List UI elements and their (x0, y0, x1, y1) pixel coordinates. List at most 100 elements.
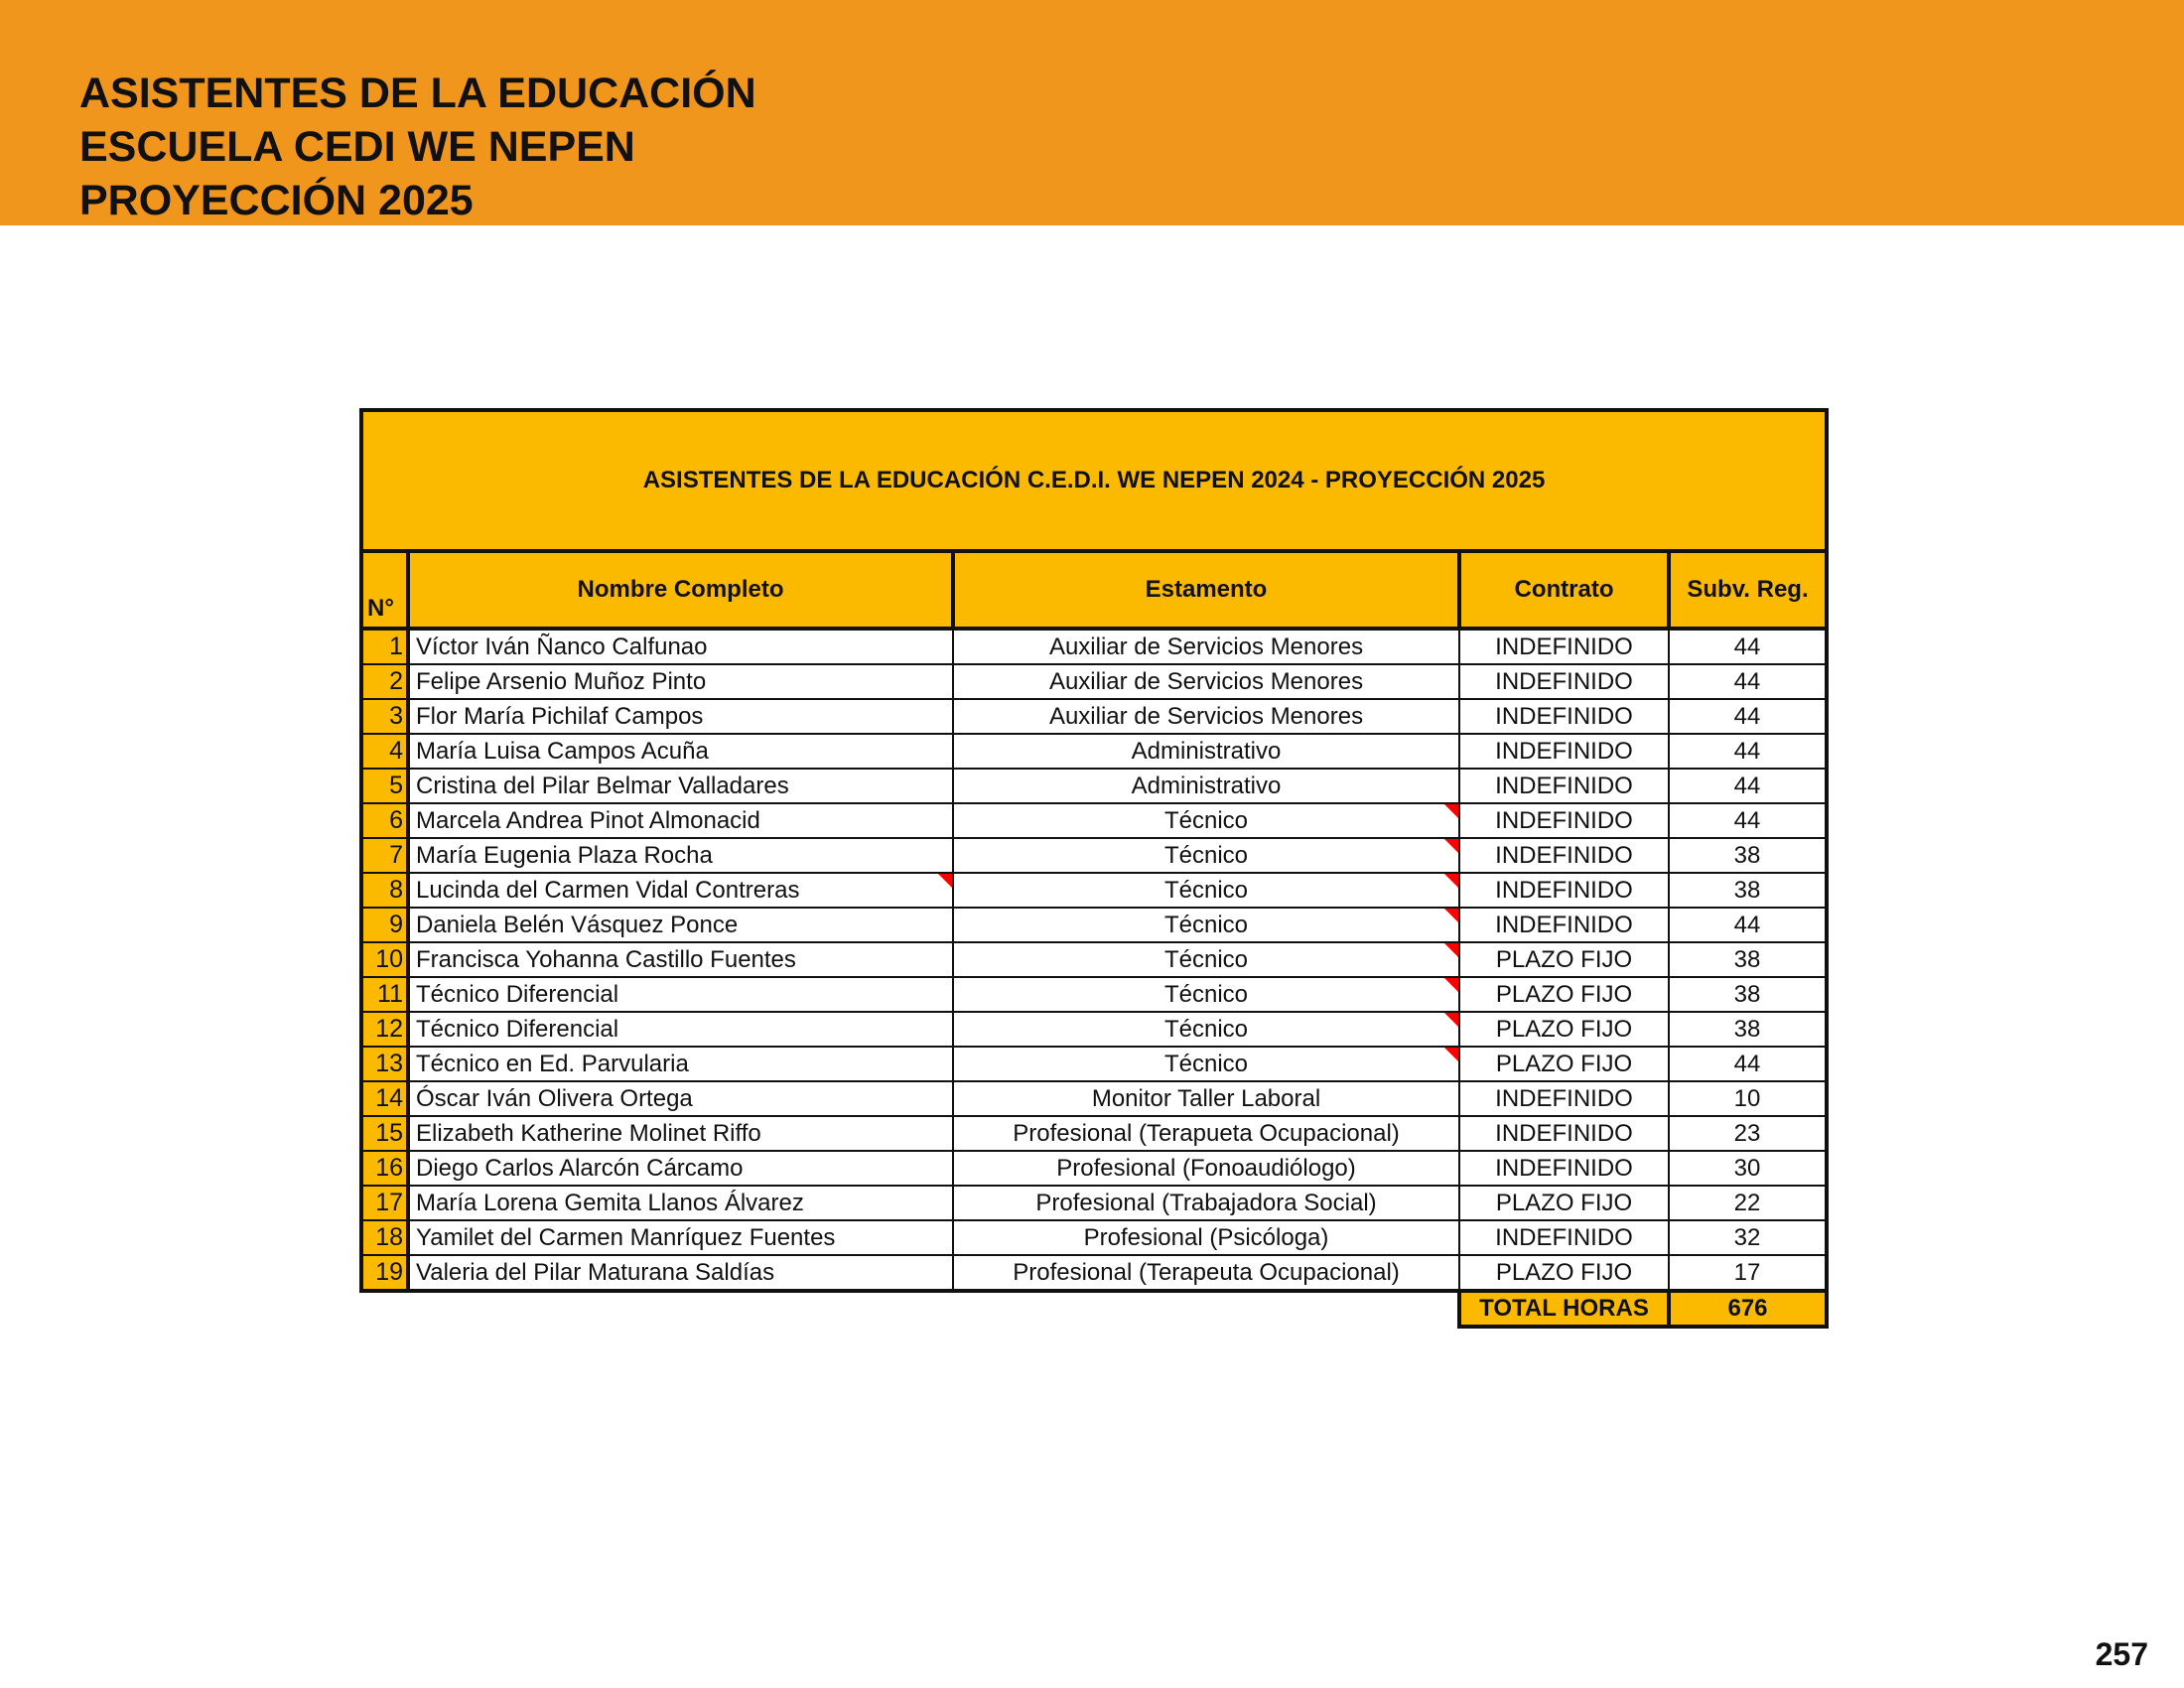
table-row: 4 María Luisa Campos Acuña Administrativo I… (359, 733, 1830, 770)
subv-cell: 38 (1667, 941, 1830, 978)
row-number: 17 (359, 1185, 410, 1221)
col-header-contrato: Contrato (1457, 549, 1671, 631)
table-body: 1 Víctor Iván Ñanco Calfunao Auxiliar de S… (359, 628, 1830, 1293)
header-band: ASISTENTES DE LA EDUCACIÓN ESCUELA CEDI … (0, 0, 2184, 225)
contrato-cell: INDEFINIDO (1458, 698, 1670, 735)
row-number: 16 (359, 1150, 410, 1187)
subv-cell: 32 (1667, 1219, 1830, 1256)
name-cell: Víctor Iván Ñanco Calfunao (407, 628, 954, 665)
estamento-cell: Administrativo (952, 768, 1460, 804)
table-row: 15 Elizabeth Katherine Molinet Riffo Profe… (359, 1115, 1830, 1152)
name-cell: Técnico en Ed. Parvularia (407, 1046, 954, 1082)
page-number: 257 (2095, 1636, 2148, 1672)
estamento-cell: Técnico (952, 1011, 1460, 1048)
table-row: 13 Técnico en Ed. Parvularia Técnico PLAZO … (359, 1046, 1830, 1082)
subv-cell: 17 (1667, 1254, 1830, 1293)
name-cell: María Eugenia Plaza Rocha (407, 837, 954, 874)
table-row: 12 Técnico Diferencial Técnico PLAZO FIJO 38 (359, 1011, 1830, 1048)
comment-indicator-icon[interactable] (938, 874, 952, 888)
estamento-cell: Técnico (952, 976, 1460, 1013)
comment-indicator-icon[interactable] (1444, 804, 1458, 818)
col-header-name: Nombre Completo (406, 549, 955, 631)
subv-cell: 23 (1667, 1115, 1830, 1152)
staff-table: ASISTENTES DE LA EDUCACIÓN C.E.D.I. WE N… (358, 408, 1830, 1329)
comment-indicator-icon[interactable] (1444, 839, 1458, 853)
row-number: 2 (359, 663, 410, 700)
contrato-cell: PLAZO FIJO (1458, 941, 1670, 978)
comment-indicator-icon[interactable] (1444, 909, 1458, 922)
table-row: 6 Marcela Andrea Pinot Almonacid Técnico IN… (359, 802, 1830, 839)
name-cell: Marcela Andrea Pinot Almonacid (407, 802, 954, 839)
row-number: 10 (359, 941, 410, 978)
estamento-cell: Técnico (952, 907, 1460, 943)
name-cell: María Lorena Gemita Llanos Álvarez (407, 1185, 954, 1221)
subv-cell: 38 (1667, 976, 1830, 1013)
name-cell: Yamilet del Carmen Manríquez Fuentes (407, 1219, 954, 1256)
comment-indicator-icon[interactable] (1444, 1013, 1458, 1027)
subv-cell: 22 (1667, 1185, 1830, 1221)
header-line-1: ASISTENTES DE LA EDUCACIÓN (79, 70, 756, 117)
contrato-cell: INDEFINIDO (1458, 837, 1670, 874)
row-number: 3 (359, 698, 410, 735)
estamento-cell: Profesional (Trabajadora Social) (952, 1185, 1460, 1221)
row-number: 4 (359, 733, 410, 770)
table-row: 9 Daniela Belén Vásquez Ponce Técnico INDEF… (359, 907, 1830, 943)
col-header-subv: Subv. Reg. (1666, 549, 1830, 631)
subv-cell: 44 (1667, 802, 1830, 839)
row-number: 9 (359, 907, 410, 943)
estamento-cell: Auxiliar de Servicios Menores (952, 698, 1460, 735)
estamento-cell: Monitor Taller Laboral (952, 1080, 1460, 1117)
comment-indicator-icon[interactable] (1444, 978, 1458, 992)
comment-indicator-icon[interactable] (1444, 943, 1458, 957)
estamento-cell: Auxiliar de Servicios Menores (952, 663, 1460, 700)
table-title: ASISTENTES DE LA EDUCACIÓN C.E.D.I. WE N… (358, 408, 1830, 553)
contrato-cell: INDEFINIDO (1458, 768, 1670, 804)
col-header-estamento: Estamento (951, 549, 1461, 631)
contrato-cell: INDEFINIDO (1458, 1115, 1670, 1152)
estamento-cell: Administrativo (952, 733, 1460, 770)
row-number: 5 (359, 768, 410, 804)
contrato-cell: INDEFINIDO (1458, 733, 1670, 770)
subv-cell: 38 (1667, 837, 1830, 874)
table-row: 1 Víctor Iván Ñanco Calfunao Auxiliar de S… (359, 628, 1830, 665)
subv-cell: 44 (1667, 663, 1830, 700)
row-number: 18 (359, 1219, 410, 1256)
table-row: 14 Óscar Iván Olivera Ortega Monitor Talle… (359, 1080, 1830, 1117)
subv-cell: 38 (1667, 1011, 1830, 1048)
contrato-cell: PLAZO FIJO (1458, 1254, 1670, 1293)
row-number: 7 (359, 837, 410, 874)
total-spacer (361, 1291, 1459, 1327)
subv-cell: 44 (1667, 698, 1830, 735)
table-row: 5 Cristina del Pilar Belmar Valladares Adm… (359, 768, 1830, 804)
contrato-cell: INDEFINIDO (1458, 802, 1670, 839)
subv-cell: 44 (1667, 768, 1830, 804)
name-cell: Felipe Arsenio Muñoz Pinto (407, 663, 954, 700)
row-number: 6 (359, 802, 410, 839)
comment-indicator-icon[interactable] (1444, 874, 1458, 888)
subv-cell: 38 (1667, 872, 1830, 909)
subv-cell: 44 (1667, 733, 1830, 770)
row-number: 12 (359, 1011, 410, 1048)
estamento-cell: Auxiliar de Servicios Menores (952, 628, 1460, 665)
name-cell: Técnico Diferencial (407, 976, 954, 1013)
header-line-2: ESCUELA CEDI WE NEPEN (79, 123, 635, 171)
name-cell: Francisca Yohanna Castillo Fuentes (407, 941, 954, 978)
table-row: 3 Flor María Pichilaf Campos Auxiliar de S… (359, 698, 1830, 735)
total-label: TOTAL HORAS (1457, 1289, 1671, 1329)
contrato-cell: INDEFINIDO (1458, 663, 1670, 700)
contrato-cell: INDEFINIDO (1458, 907, 1670, 943)
comment-indicator-icon[interactable] (1444, 1048, 1458, 1061)
name-cell: Técnico Diferencial (407, 1011, 954, 1048)
estamento-cell: Profesional (Psicóloga) (952, 1219, 1460, 1256)
name-cell: Cristina del Pilar Belmar Valladares (407, 768, 954, 804)
name-cell: María Luisa Campos Acuña (407, 733, 954, 770)
row-number: 14 (359, 1080, 410, 1117)
row-number: 19 (359, 1254, 410, 1293)
estamento-cell: Técnico (952, 872, 1460, 909)
contrato-cell: INDEFINIDO (1458, 628, 1670, 665)
table-row: 11 Técnico Diferencial Técnico PLAZO FIJO 38 (359, 976, 1830, 1013)
name-cell: Elizabeth Katherine Molinet Riffo (407, 1115, 954, 1152)
row-number: 1 (359, 628, 410, 665)
row-number: 15 (359, 1115, 410, 1152)
contrato-cell: INDEFINIDO (1458, 1219, 1670, 1256)
